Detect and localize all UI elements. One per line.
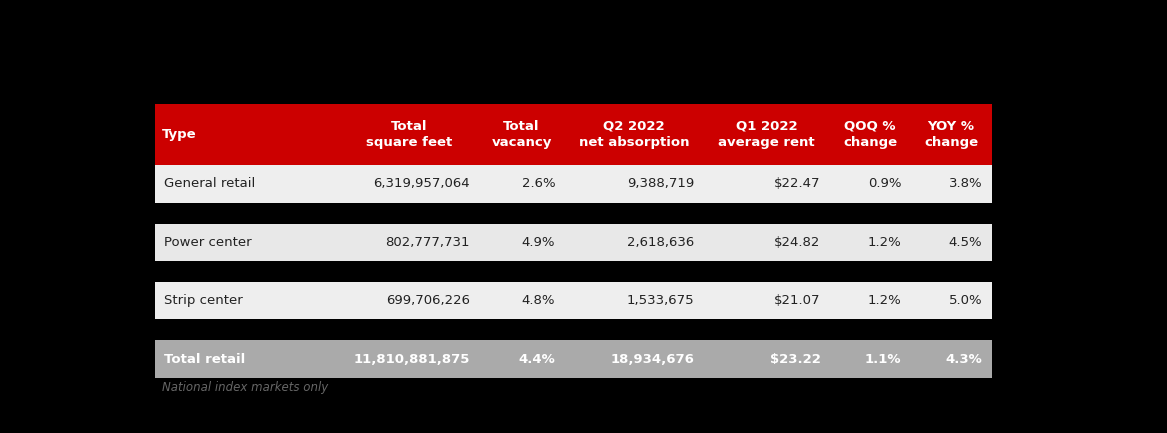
Text: 11,810,881,875: 11,810,881,875 bbox=[354, 352, 469, 365]
Bar bbox=[155, 165, 992, 203]
Text: 2.6%: 2.6% bbox=[522, 178, 555, 191]
Text: National index markets only: National index markets only bbox=[162, 381, 328, 394]
Text: 4.4%: 4.4% bbox=[518, 352, 555, 365]
Text: Total
square feet: Total square feet bbox=[366, 120, 452, 149]
Text: Q1 2022
average rent: Q1 2022 average rent bbox=[719, 120, 815, 149]
Text: $21.07: $21.07 bbox=[774, 294, 820, 307]
Text: 9,388,719: 9,388,719 bbox=[628, 178, 694, 191]
Text: 1,533,675: 1,533,675 bbox=[627, 294, 694, 307]
Text: 4.3%: 4.3% bbox=[945, 352, 983, 365]
Text: $24.82: $24.82 bbox=[774, 236, 820, 249]
Text: 699,706,226: 699,706,226 bbox=[386, 294, 469, 307]
Text: 1.2%: 1.2% bbox=[868, 236, 902, 249]
Text: 4.5%: 4.5% bbox=[949, 236, 983, 249]
Text: 4.8%: 4.8% bbox=[522, 294, 555, 307]
Text: 4.9%: 4.9% bbox=[522, 236, 555, 249]
Bar bbox=[155, 203, 992, 224]
Text: $23.22: $23.22 bbox=[770, 352, 820, 365]
Bar bbox=[155, 261, 992, 282]
Text: YOY %
change: YOY % change bbox=[924, 120, 978, 149]
Text: 0.9%: 0.9% bbox=[868, 178, 902, 191]
Text: 18,934,676: 18,934,676 bbox=[610, 352, 694, 365]
Text: 5.0%: 5.0% bbox=[949, 294, 983, 307]
Text: QOQ %
change: QOQ % change bbox=[843, 120, 897, 149]
Text: 2,618,636: 2,618,636 bbox=[628, 236, 694, 249]
Text: Type: Type bbox=[162, 128, 197, 141]
Text: 6,319,957,064: 6,319,957,064 bbox=[373, 178, 469, 191]
Text: $22.47: $22.47 bbox=[774, 178, 820, 191]
Bar bbox=[155, 282, 992, 320]
Text: 3.8%: 3.8% bbox=[949, 178, 983, 191]
Text: 1.2%: 1.2% bbox=[868, 294, 902, 307]
Text: Total retail: Total retail bbox=[163, 352, 245, 365]
Bar bbox=[155, 320, 992, 340]
Text: Q2 2022
net absorption: Q2 2022 net absorption bbox=[579, 120, 690, 149]
Text: Total
vacancy: Total vacancy bbox=[491, 120, 552, 149]
Text: Power center: Power center bbox=[163, 236, 252, 249]
Bar bbox=[155, 224, 992, 261]
Text: 802,777,731: 802,777,731 bbox=[385, 236, 469, 249]
Bar bbox=[155, 103, 992, 165]
Text: General retail: General retail bbox=[163, 178, 256, 191]
Text: Strip center: Strip center bbox=[163, 294, 243, 307]
Text: 1.1%: 1.1% bbox=[865, 352, 902, 365]
Bar bbox=[155, 340, 992, 378]
